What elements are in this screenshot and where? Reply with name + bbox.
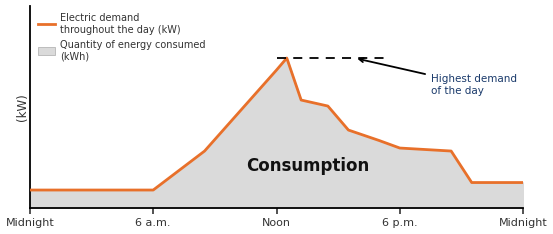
Text: Highest demand
of the day: Highest demand of the day xyxy=(359,58,517,96)
Y-axis label: (kW): (kW) xyxy=(15,93,29,121)
Text: Consumption: Consumption xyxy=(246,157,369,175)
Legend: Electric demand
throughout the day (kW), Quantity of energy consumed
(kWh): Electric demand throughout the day (kW),… xyxy=(35,11,208,64)
